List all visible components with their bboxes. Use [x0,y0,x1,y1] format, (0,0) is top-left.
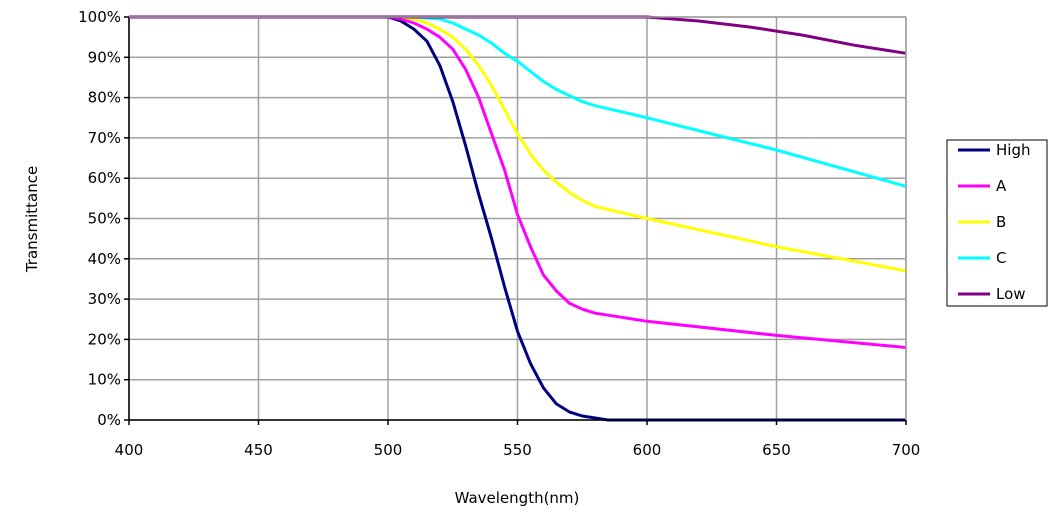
series-line-b [129,15,907,273]
x-tick-label: 400 [115,441,144,459]
y-tick-label: 90% [88,48,121,66]
legend-label-high: High [996,141,1030,159]
series-line-a [129,15,907,349]
y-tick-label: 100% [78,8,121,26]
legend-label-low: Low [996,285,1026,303]
y-tick-labels: 0% 10% 20% 30% 40% 50% 60% 70% 80% 90% 100% [78,8,121,429]
legend-label-b: B [996,213,1006,231]
series-line-c [129,15,907,188]
y-tick-label: 70% [88,129,121,147]
x-tick-label: 600 [633,441,662,459]
x-tick-label: 550 [503,441,532,459]
legend-label-c: C [996,249,1006,267]
x-tick-label: 650 [762,441,791,459]
y-axis-title: Transmittance [23,166,41,273]
y-tick-label: 20% [88,330,121,348]
legend: High ABC Low [946,139,1048,307]
x-axis-title: Wavelength(nm) [455,489,580,507]
x-tick-label: 500 [374,441,403,459]
x-tick-label: 450 [244,441,273,459]
x-tick-labels: 400 450 500 550 600 650 700 [115,441,921,459]
y-tick-label: 10% [88,371,121,389]
y-tick-label: 0% [97,411,121,429]
y-tick-label: 50% [88,210,121,228]
x-tick-label: 700 [892,441,921,459]
legend-items: High ABC Low [958,141,1030,303]
legend-label-a: A [996,177,1007,195]
y-tick-label: 30% [88,290,121,308]
axes [124,16,907,425]
y-tick-label: 80% [88,89,121,107]
y-tick-label: 40% [88,250,121,268]
y-tick-label: 60% [88,169,121,187]
